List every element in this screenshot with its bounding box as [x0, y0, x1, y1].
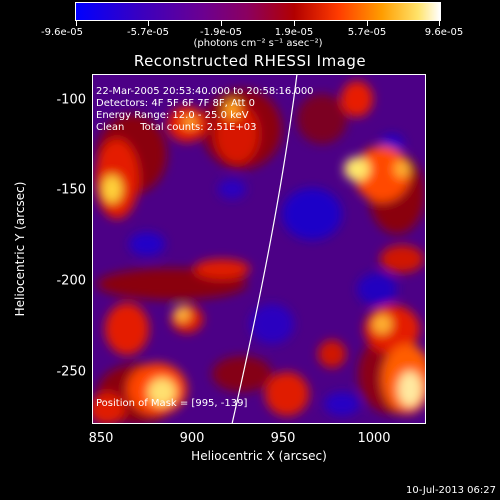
colorbar-unit: (photons cm⁻² s⁻¹ asec⁻²): [193, 38, 323, 49]
colorbar-tick: [221, 21, 222, 26]
blob: [183, 116, 197, 128]
colorbar-label: 5.7e-05: [347, 27, 387, 38]
rhessi-image: [92, 74, 426, 424]
y-tick-label: -250: [56, 364, 86, 380]
x-axis-label: Heliocentric X (arcsec): [191, 449, 327, 463]
colorbar-tick: [148, 21, 149, 26]
blob: [218, 179, 246, 199]
colorbar-tick: [367, 21, 368, 26]
blob: [297, 94, 347, 144]
y-axis-label: Heliocentric Y (arcsec): [13, 181, 27, 317]
colorbar-tick: [294, 21, 295, 26]
x-tick-label: 850: [88, 431, 114, 446]
info-line: Clean Total counts: 2.51E+03: [96, 122, 257, 133]
blob: [372, 314, 392, 334]
blob: [102, 175, 122, 203]
rhessi-image-map: [92, 74, 426, 424]
blob: [194, 259, 250, 279]
y-tick-label: -200: [56, 273, 86, 289]
blob: [282, 188, 342, 240]
colorbar-label: -1.9e-05: [200, 27, 242, 38]
x-tick-label: 900: [179, 431, 205, 446]
colorbar-tick: [439, 21, 440, 26]
blob: [105, 303, 149, 355]
info-line: Detectors: 4F 5F 6F 7F 8F, Att 0: [96, 98, 256, 109]
blob: [398, 371, 422, 407]
colorbar-label: -5.7e-05: [127, 27, 169, 38]
blob: [265, 372, 309, 416]
blob: [394, 160, 410, 178]
blob: [324, 392, 360, 416]
x-tick-label: 950: [270, 431, 296, 446]
blob: [215, 104, 259, 164]
blob: [354, 146, 410, 202]
colorbar-label: 9.6e-05: [424, 27, 464, 38]
timestamp: 10-Jul-2013 06:27: [405, 485, 496, 496]
solar-limb-line: [231, 74, 298, 424]
blob: [212, 356, 272, 392]
blob: [341, 81, 373, 117]
blob: [357, 273, 397, 305]
blob: [250, 304, 294, 344]
colorbar-label: 1.9e-05: [274, 27, 314, 38]
colorbar-label: -9.6e-05: [41, 27, 83, 38]
info-line: Energy Range: 12.0 - 25.0 keV: [96, 110, 249, 121]
blob: [129, 232, 165, 256]
y-tick-label: -100: [56, 92, 86, 108]
intensity-blobs: [92, 81, 426, 424]
blob: [148, 378, 176, 406]
colorbar-tick: [76, 21, 77, 26]
blob: [174, 306, 190, 322]
x-tick-label: 1000: [357, 431, 391, 446]
mask-position: Position of Mask = [995, -139]: [96, 398, 248, 409]
blob: [344, 157, 370, 181]
plot-title: Reconstructed RHESSI Image: [133, 52, 367, 70]
blob: [92, 393, 125, 424]
observation-info: 22-Mar-2005 20:53:40.000 to 20:58:16.000…: [96, 86, 314, 134]
blob: [224, 99, 240, 119]
blob: [318, 340, 346, 368]
blob: [380, 245, 424, 273]
y-tick-label: -150: [56, 182, 86, 198]
info-line: 22-Mar-2005 20:53:40.000 to 20:58:16.000: [96, 86, 314, 97]
colorbar: [75, 2, 441, 21]
